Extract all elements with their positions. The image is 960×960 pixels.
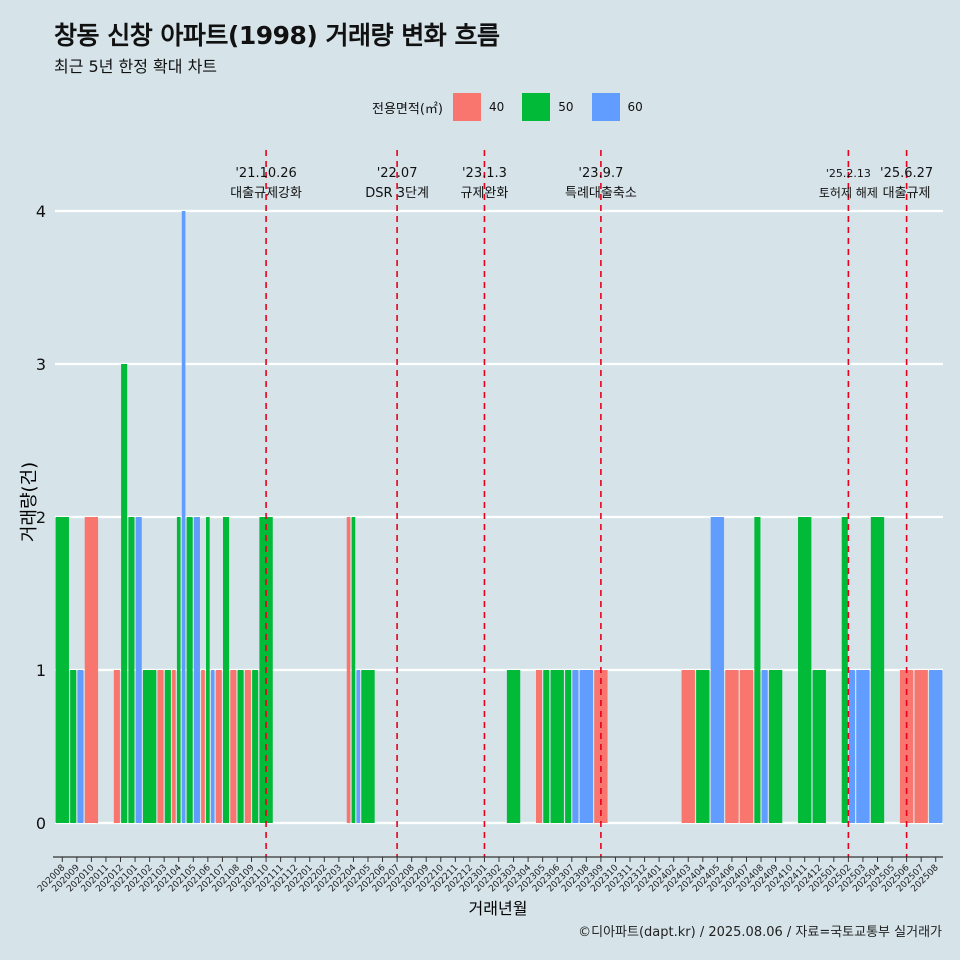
event-label: 대출규제 [883, 186, 931, 201]
bar-50-202109 [252, 670, 259, 823]
y-tick-label: 2 [36, 508, 46, 527]
bar-50-202307 [565, 670, 572, 823]
bar-40-202107 [215, 670, 222, 823]
bar-50-202504 [870, 517, 885, 823]
legend-item-50: 50 [522, 93, 587, 121]
bar-40-202108 [230, 670, 237, 823]
bar-50-202205 [361, 670, 375, 823]
chart-subtitle: 최근 5년 한정 확대 차트 [54, 57, 218, 76]
x-axis-label: 거래년월 [469, 899, 528, 918]
chart-title: 창동 신창 아파트(1998) 거래량 변화 흐름 [54, 21, 500, 50]
event-label: DSR 3단계 [365, 186, 429, 201]
legend: 전용면적(㎡) 40 50 60 [372, 93, 657, 121]
event-markers: '21.10.26 대출규제강화 '22.07 DSR 3단계 '23.1.3 규제완화 '… [230, 150, 933, 857]
bar-50-202107 [223, 517, 230, 823]
event-label: 토허제 해제 [819, 186, 878, 200]
x-axis: 2020082020092020102020112020122021012021… [36, 856, 943, 894]
bar-50-202409 [768, 670, 783, 823]
bar-60-202307 [572, 670, 579, 823]
legend-swatch-40 [452, 93, 481, 121]
bar-40-202010 [84, 517, 99, 823]
bar-40-202507 [914, 670, 928, 823]
bar-60-202009 [77, 670, 84, 823]
legend-label-50: 50 [558, 100, 574, 114]
bar-50-202103 [164, 670, 171, 823]
event-date: '21.10.26 [235, 166, 296, 181]
event-date: '22.07 [377, 166, 418, 181]
y-tick-label: 0 [36, 814, 46, 833]
bar-40-202106 [201, 670, 205, 823]
bar-50-202106 [206, 517, 210, 823]
event-date: '25.6.27 [880, 166, 933, 181]
y-tick-label: 4 [36, 202, 46, 221]
legend-swatch-50 [522, 93, 551, 121]
bar-40-202403 [681, 670, 695, 823]
legend-item-40: 40 [452, 93, 518, 121]
bar-60-202105 [193, 517, 200, 823]
bar-40-202012 [113, 670, 120, 823]
bar-50-202411 [798, 517, 812, 823]
source-caption: ©디아파트(dapt.kr) / 2025.08.06 / 자료=국토교통부 실… [578, 925, 942, 940]
bar-60-202104 [181, 211, 186, 823]
legend-swatch-60 [591, 93, 620, 121]
bar-50-202101 [128, 517, 135, 823]
bar-60-202503 [856, 670, 870, 823]
bar-40-202109 [244, 670, 251, 823]
bar-60-202106 [210, 670, 215, 823]
y-axis-label: 거래량(건) [19, 462, 40, 542]
y-tick-label: 1 [36, 661, 46, 680]
event-label: 대출규제강화 [230, 186, 302, 201]
bar-40-202103 [157, 670, 164, 823]
bar-40-202407 [739, 670, 754, 823]
event-date: '25.2.13 [826, 167, 871, 180]
bar-50-202502 [841, 517, 848, 823]
bar-40-202406 [725, 670, 739, 823]
legend-label-40: 40 [488, 100, 505, 114]
bar-60-202204 [356, 670, 361, 823]
bar-50-202306 [550, 670, 564, 823]
event-label: 규제완화 [461, 186, 509, 201]
bar-60-202405 [710, 517, 725, 823]
bar-50-202008 [55, 517, 69, 823]
legend-label-60: 60 [627, 100, 643, 114]
bar-40-202104 [172, 670, 176, 823]
bar-60-202101 [135, 517, 142, 823]
bar-50-202108 [237, 670, 244, 823]
bar-50-202009 [70, 670, 77, 823]
y-axis: 0 1 2 3 4 [36, 202, 46, 833]
bar-60-202508 [929, 670, 943, 823]
bar-40-202204 [346, 517, 351, 823]
event-date: '23.1.3 [462, 166, 507, 181]
bar-60-202408 [761, 670, 768, 823]
bar-50-202104 [176, 517, 181, 823]
legend-item-60: 60 [591, 93, 657, 121]
legend-title: 전용면적(㎡) [372, 101, 443, 117]
bar-40-202305 [535, 670, 543, 823]
bar-50-202408 [754, 517, 761, 823]
bar-50-202105 [186, 517, 193, 823]
bar-60-202502 [848, 670, 856, 823]
bar-50-202012 [121, 364, 128, 823]
bar-50-202102 [142, 670, 157, 823]
bar-50-202404 [696, 670, 710, 823]
event-date: '23.9.7 [578, 166, 623, 181]
bar-50-202204 [351, 517, 356, 823]
event-label: 특례대출축소 [565, 186, 637, 201]
bar-50-202412 [812, 670, 826, 823]
bar-60-202308 [579, 670, 594, 823]
bar-50-202303 [506, 670, 521, 823]
bar-50-202305 [543, 670, 550, 823]
y-tick-label: 3 [36, 355, 46, 374]
